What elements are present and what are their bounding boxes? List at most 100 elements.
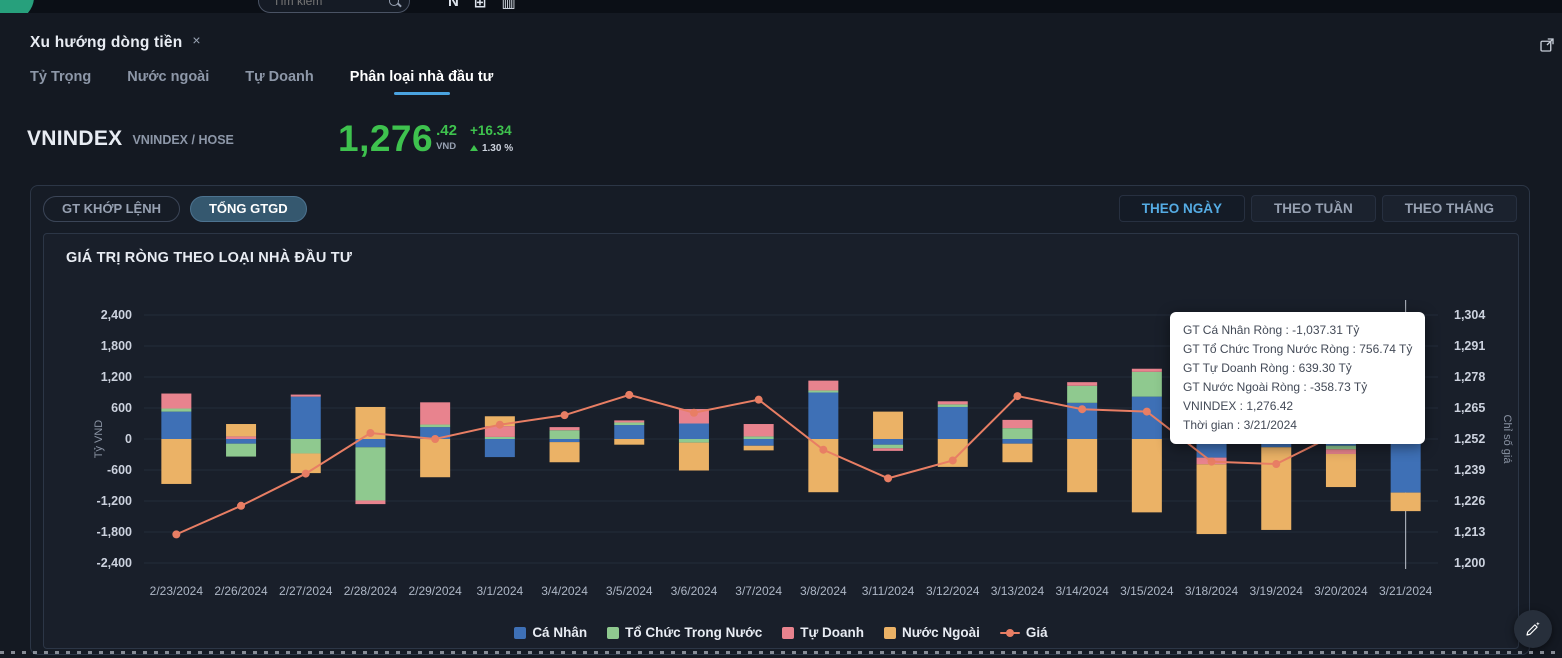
net-flow-chart[interactable]: 2,400 1,800 1,200 600 0 -600 -1,200 -1,800 -2,40… — [44, 234, 1519, 649]
svg-text:1,265: 1,265 — [1454, 401, 1485, 415]
tab-money-flow[interactable]: Xu hướng dòng tiền × — [30, 32, 201, 52]
chart-legend: Cá Nhân Tổ Chức Trong Nước Tự Doanh Nước Ng… — [44, 625, 1518, 640]
brand-logo — [0, 0, 34, 13]
tab-title: Xu hướng dòng tiền — [30, 34, 183, 51]
svg-text:1,226: 1,226 — [1454, 494, 1485, 508]
tooltip-line: GT Tổ Chức Trong Nước Ròng : 756.74 Tỷ — [1183, 342, 1413, 356]
svg-text:2/29/2024: 2/29/2024 — [408, 584, 462, 598]
svg-text:2/23/2024: 2/23/2024 — [150, 584, 204, 598]
mode-button-tong-gtgd[interactable]: TỔNG GTGD — [189, 195, 307, 222]
svg-text:2/26/2024: 2/26/2024 — [214, 584, 268, 598]
svg-text:-1,200: -1,200 — [97, 494, 132, 508]
svg-text:2/28/2024: 2/28/2024 — [344, 584, 398, 598]
legend-swatch — [514, 626, 527, 639]
svg-text:1,213: 1,213 — [1454, 525, 1485, 539]
svg-text:2,400: 2,400 — [101, 308, 132, 322]
legend-line-swatch — [999, 628, 1020, 637]
tooltip-line: Thời gian : 3/21/2024 — [1183, 418, 1297, 432]
edit-chart-button[interactable] — [1514, 610, 1552, 648]
top-bar: N ⊞ ▥ — [0, 0, 1562, 13]
tooltip-line: GT Nước Ngoài Ròng : -358.73 Tỷ — [1183, 380, 1368, 394]
svg-text:1,200: 1,200 — [1454, 556, 1485, 570]
arrow-up-icon — [469, 145, 478, 151]
legend-label: Cá Nhân — [532, 625, 588, 640]
chart-card: GIÁ TRỊ RÒNG THEO LOẠI NHÀ ĐẦU TƯ 2,400 1… — [43, 233, 1519, 649]
index-exchange: VNINDEX / HOSE — [132, 133, 234, 147]
legend-swatch — [607, 626, 620, 639]
svg-text:3/8/2024: 3/8/2024 — [800, 584, 847, 598]
period-button-monthly[interactable]: THEO THÁNG — [1381, 195, 1517, 222]
svg-text:3/11/2024: 3/11/2024 — [862, 584, 915, 598]
search-box[interactable] — [258, 0, 410, 13]
open-window-icon[interactable] — [1538, 36, 1556, 59]
legend-label: Nước Ngoài — [902, 625, 980, 640]
chart-title: GIÁ TRỊ RÒNG THEO LOẠI NHÀ ĐẦU TƯ — [66, 250, 353, 266]
price-change: +16.34 — [469, 123, 512, 138]
tooltip-line: VNINDEX : 1,276.42 — [1183, 399, 1294, 413]
chart-tooltip: GT Cá Nhân Ròng : -1,037.31 Tỷ GT Tổ Chứ… — [1170, 312, 1426, 444]
subtab-phan-loai-nha-dau-tu[interactable]: Phân loại nhà đầu tư — [350, 69, 493, 94]
legend-label: Giá — [1025, 625, 1048, 640]
price-change-percent: 1.30 % — [481, 142, 514, 154]
svg-text:3/20/2024: 3/20/2024 — [1314, 584, 1368, 598]
svg-text:3/14/2024: 3/14/2024 — [1055, 584, 1109, 598]
mode-button-gt-khop-lenh[interactable]: GT KHỚP LỆNH — [43, 195, 180, 222]
svg-text:3/13/2024: 3/13/2024 — [991, 584, 1045, 598]
value-mode-group: GT KHỚP LỆNH TỔNG GTGD — [43, 195, 307, 222]
splitter-handle[interactable] — [0, 651, 1562, 654]
legend-item[interactable]: Cá Nhân — [514, 625, 587, 640]
svg-text:1,291: 1,291 — [1454, 339, 1485, 353]
index-symbol: VNINDEX — [27, 127, 123, 150]
money-flow-panel: GT KHỚP LỆNH TỔNG GTGD THEO NGÀY THEO TU… — [30, 185, 1530, 655]
svg-text:Chỉ số giá: Chỉ số giá — [1501, 415, 1513, 465]
legend-item[interactable]: Tổ Chức Trong Nước — [607, 625, 762, 640]
svg-text:3/15/2024: 3/15/2024 — [1120, 584, 1174, 598]
svg-text:3/5/2024: 3/5/2024 — [606, 584, 653, 598]
search-input[interactable] — [271, 0, 379, 9]
svg-text:-1,800: -1,800 — [97, 525, 132, 539]
subtab-ty-trong[interactable]: Tỷ Trọng — [30, 69, 92, 85]
period-button-weekly[interactable]: THEO TUẦN — [1251, 195, 1376, 222]
svg-text:1,278: 1,278 — [1454, 370, 1485, 384]
svg-text:0: 0 — [125, 432, 132, 446]
subtab-tu-doanh[interactable]: Tự Doanh — [245, 69, 314, 85]
subtab-bar: Tỷ Trọng Nước ngoài Tự Doanh Phân loại n… — [30, 69, 493, 94]
svg-text:-2,400: -2,400 — [97, 556, 132, 570]
svg-text:3/7/2024: 3/7/2024 — [735, 584, 782, 598]
pencil-icon — [1526, 621, 1540, 636]
subtab-nuoc-ngoai[interactable]: Nước ngoài — [127, 69, 210, 85]
svg-text:1,252: 1,252 — [1454, 432, 1485, 446]
period-button-daily[interactable]: THEO NGÀY — [1118, 195, 1245, 222]
legend-swatch — [884, 626, 897, 639]
svg-text:3/18/2024: 3/18/2024 — [1185, 584, 1239, 598]
index-summary: VNINDEX VNINDEX / HOSE — [27, 127, 234, 151]
svg-text:1,200: 1,200 — [101, 370, 132, 384]
svg-text:3/19/2024: 3/19/2024 — [1250, 584, 1304, 598]
layout-icon[interactable]: ▥ — [501, 0, 516, 11]
svg-text:3/1/2024: 3/1/2024 — [476, 584, 523, 598]
legend-item[interactable]: Nước Ngoài — [884, 625, 980, 640]
svg-text:600: 600 — [111, 401, 132, 415]
apps-grid-icon[interactable]: ⊞ — [473, 0, 487, 11]
close-icon[interactable]: × — [192, 32, 201, 48]
legend-item[interactable]: Tự Doanh — [782, 625, 864, 640]
svg-text:3/21/2024: 3/21/2024 — [1379, 584, 1433, 598]
svg-text:3/6/2024: 3/6/2024 — [671, 584, 718, 598]
notification-icon[interactable]: N — [448, 0, 459, 10]
price-decimal: .42 — [436, 122, 457, 139]
svg-text:3/12/2024: 3/12/2024 — [926, 584, 980, 598]
svg-text:1,800: 1,800 — [101, 339, 132, 353]
svg-text:1,304: 1,304 — [1454, 308, 1485, 322]
svg-text:Tỷ VND: Tỷ VND — [93, 420, 105, 459]
period-group: THEO NGÀY THEO TUẦN THEO THÁNG — [1118, 195, 1517, 222]
legend-label: Tự Doanh — [800, 625, 865, 640]
price-value: 1,276 — [338, 118, 434, 159]
svg-text:1,239: 1,239 — [1454, 463, 1485, 477]
panel-header: GT KHỚP LỆNH TỔNG GTGD THEO NGÀY THEO TU… — [31, 186, 1529, 222]
legend-label: Tổ Chức Trong Nước — [625, 625, 763, 640]
price-currency: VND — [436, 141, 457, 152]
svg-text:2/27/2024: 2/27/2024 — [279, 584, 333, 598]
top-icon-group: N ⊞ ▥ — [448, 0, 516, 11]
legend-item[interactable]: Giá — [999, 625, 1048, 640]
search-icon[interactable] — [389, 0, 399, 6]
